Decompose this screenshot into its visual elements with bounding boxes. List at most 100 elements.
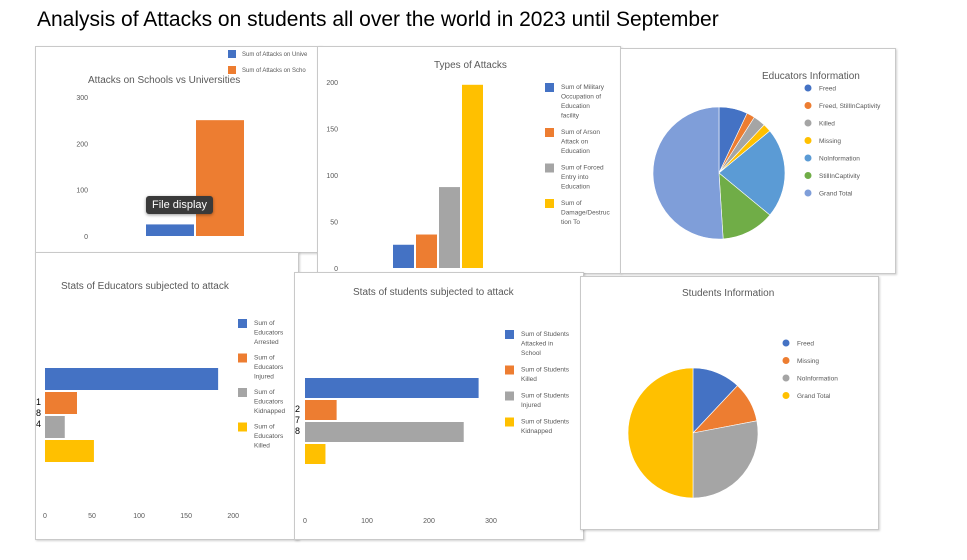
legend-dot [804,189,812,197]
legend-label: Entry into [561,174,589,181]
legend-dot [782,374,790,382]
legend-swatch [505,391,514,401]
legend-swatch [238,353,247,363]
legend-label: Educators [254,364,284,371]
x-tick-label: 200 [423,518,435,525]
chart-students-information: Freed Missing NoInformation Grand Total [627,339,838,499]
legend-dot [782,339,790,347]
legend-swatch [505,330,514,339]
legend-label: Education [561,184,590,191]
legend-label: Sum of Attacks on Unive [242,52,308,58]
chart-panel-educators-stats[interactable]: Stats of Educators subjected to attack 0… [35,252,299,540]
legend-label: Sum of [254,424,275,431]
chart-types-of-attacks: 0 50 100 150 200 Sum of Military Occupation of… [326,80,611,273]
axis-side-label: 1 [36,397,41,407]
x-tick-label: 100 [361,518,373,525]
axis-side-label: 7 [295,415,300,425]
legend-swatch [238,319,247,328]
chart-panel-educators-information[interactable]: Educators Information Freed Freed, StillI… [620,48,896,274]
chart-title: Types of Attacks [434,60,507,71]
x-tick-label: 100 [133,513,145,520]
legend-label: Sum of [254,389,275,396]
legend-label: Arrested [254,339,279,346]
legend-label: Sum of [254,355,275,362]
axis-side-label: 8 [36,408,41,418]
legend-dot [804,137,812,144]
legend-swatch [238,388,247,397]
bar-2 [45,392,77,414]
chart-title: Students Information [682,288,775,299]
y-tick-label: 150 [326,127,338,134]
legend-swatch [505,417,514,427]
file-display-tooltip: File display [146,196,214,214]
y-tick-label: 200 [326,80,338,87]
legend-label: Missing [819,138,841,145]
legend-swatch [545,163,554,173]
legend-label: Educators [254,399,284,406]
chart-students-stats: 0 100 200 300 278 Sum of Students Attacked in S… [295,330,570,525]
legend-label: School [521,350,541,357]
y-tick-label: 200 [76,141,88,148]
bar-2 [305,400,337,420]
y-tick-label: 0 [84,234,88,241]
bar-schools [196,120,244,236]
bar-1 [305,378,479,398]
bar-3 [439,187,460,268]
chart-title: Attacks on Schools vs Universities [88,75,241,86]
chart-title: Educators Information [762,71,860,82]
x-tick-label: 0 [43,513,47,520]
x-tick-label: 300 [485,518,497,525]
legend-label: Sum of [254,320,275,327]
legend-label: Attack on [561,139,588,146]
legend-dot [804,102,812,109]
chart-educators-stats: 0 50 100 150 200 184 Sum of Educators Arrested Su… [36,319,285,520]
bar-universities [146,224,194,236]
chart-panel-types-of-attacks[interactable]: Types of Attacks 0 50 100 150 200 Sum of Mili… [317,46,621,274]
y-tick-label: 50 [330,220,338,227]
bar-4 [462,84,483,268]
chart-panel-students-stats[interactable]: Stats of students subjected to attack 0 1… [294,272,584,540]
legend-label: Sum of Students [521,331,570,338]
legend-label: Educators [254,330,284,337]
x-tick-label: 50 [88,513,96,520]
legend-dot [804,172,812,179]
axis-side-label: 4 [36,419,41,429]
legend-label: Damage/Destruc [561,210,611,217]
legend-label: Sum of Military [561,84,605,91]
legend-swatch [228,50,236,58]
chart-panel-students-information[interactable]: Students Information Freed Missing NoInfor… [580,276,879,530]
legend-label: Sum of Attacks on Scho [242,68,306,74]
y-tick-label: 0 [334,266,338,273]
legend-label: Grand Total [797,393,831,400]
chart-title: Stats of Educators subjected to attack [61,281,229,292]
legend-label: Freed [819,86,836,93]
legend-dot [782,357,790,364]
legend-swatch [228,66,236,74]
legend-label: Kidnapped [254,408,285,415]
axis-side-label: 8 [295,426,300,436]
y-tick-label: 300 [76,95,88,102]
bar-4 [45,440,94,462]
y-tick-label: 100 [326,173,338,180]
chart-panel-schools-vs-universities[interactable]: Attacks on Schools vs Universities 0 100 2… [35,46,322,253]
pie-slice-noinformation [718,130,786,216]
legend-dot [804,119,812,127]
bar-2 [416,234,437,268]
legend-swatch [238,422,247,432]
bar-4 [305,444,326,464]
axis-side-label: 2 [295,404,300,414]
legend-label: Freed, StillInCaptivity [819,103,881,110]
legend-label: Educators [254,433,284,440]
legend-label: facility [561,113,580,120]
legend-swatch [545,83,554,92]
legend-label: Kidnapped [521,428,552,435]
x-tick-label: 0 [303,518,307,525]
bar-1 [393,244,414,268]
bar-3 [45,416,65,438]
x-tick-label: 150 [180,513,192,520]
pie-slice-noinformation [692,420,759,499]
legend-label: Sum of Arson [561,129,600,136]
pie-slice-grand-total [627,367,694,499]
legend-swatch [545,128,554,137]
chart-schools-vs-universities: 0 100 200 300 Sum of Attacks on Unive Sum of … [76,50,308,241]
